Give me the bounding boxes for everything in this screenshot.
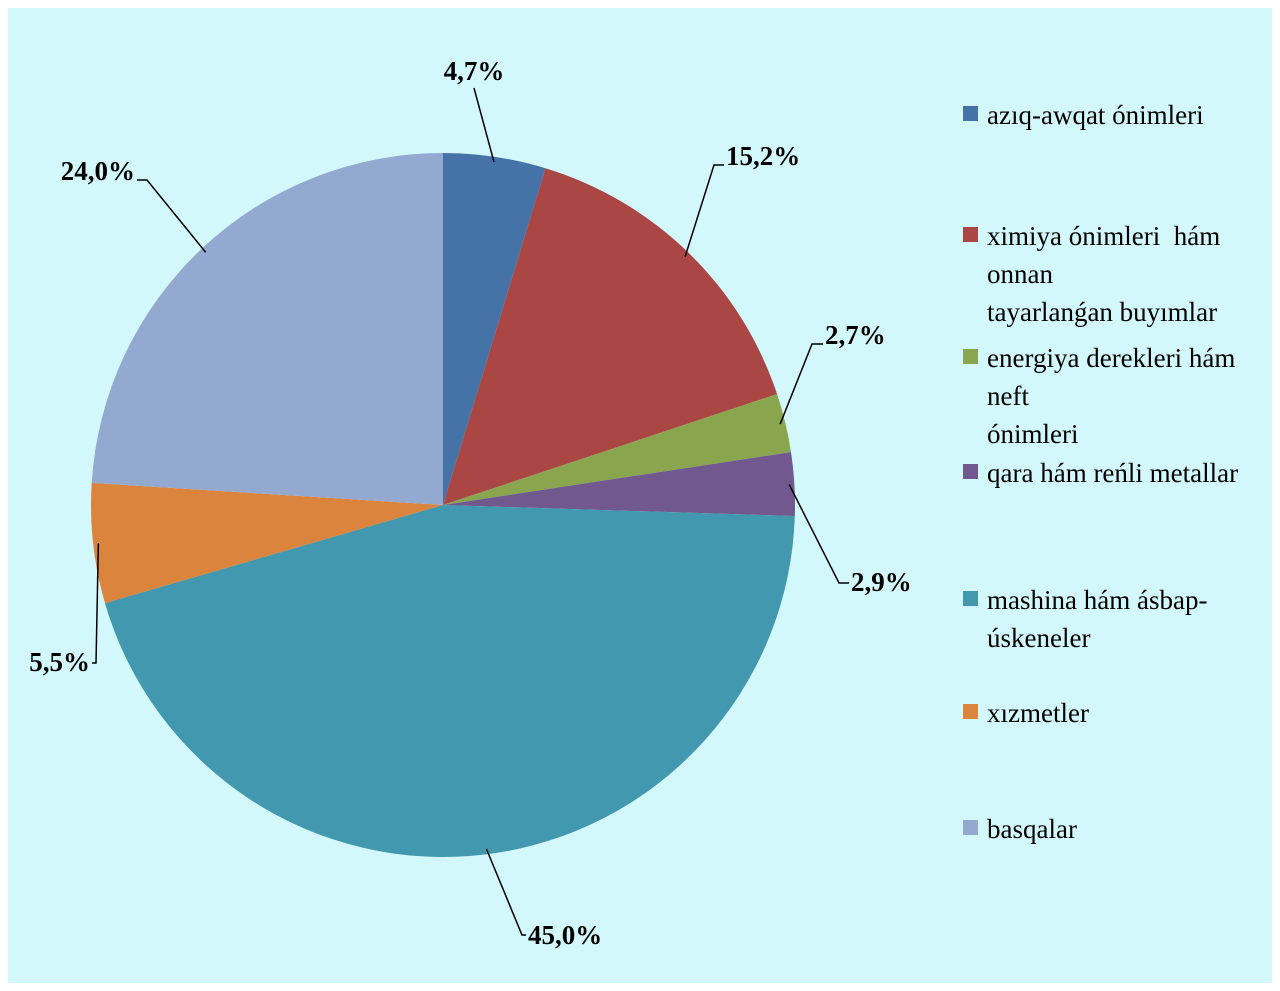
legend-item-6: xızmetler — [963, 698, 1089, 728]
legend-label-3-line-3: ónimleri — [987, 419, 1078, 449]
data-labels: 4,7% 15,2% 2,7% 2,9% 45,0% 5,5% 24,0% — [29, 56, 912, 950]
legend-item-7: basqalar — [963, 814, 1077, 844]
legend-item-1: azıq-awqat ónimleri — [963, 100, 1204, 130]
leader-line-5 — [485, 848, 526, 936]
legend-swatch-3 — [963, 349, 978, 364]
legend-label-2-line-3: tayarlanǵan buyımlar — [987, 297, 1217, 327]
legend-label-6-line-1: xızmetler — [987, 698, 1089, 728]
pie-slice-1 — [443, 153, 546, 505]
legend-label-1-line-1: azıq-awqat ónimleri — [987, 100, 1204, 130]
data-label-7: 24,0% — [61, 156, 135, 186]
legend-swatch-6 — [963, 704, 978, 719]
pie-slice-3 — [443, 394, 792, 505]
leader-line-1 — [473, 87, 495, 163]
data-label-4: 2,9% — [851, 567, 912, 597]
legend-swatch-2 — [963, 227, 978, 242]
pie-slice-4 — [443, 452, 795, 517]
leader-lines — [92, 87, 849, 936]
legend-label-3-line-1: energiya derekleri hám — [987, 343, 1235, 373]
legend-swatch-7 — [963, 820, 978, 835]
pie-slice-6 — [91, 482, 443, 604]
data-label-3: 2,7% — [825, 320, 886, 350]
legend-label-2-line-1: ximiya ónimleri hám — [987, 221, 1220, 251]
legend-label-5-line-1: mashina hám ásbap- — [987, 585, 1207, 615]
legend-label-4-line-1: qara hám reńli metallar — [987, 458, 1238, 488]
data-label-1: 4,7% — [444, 56, 505, 86]
leader-line-3 — [779, 343, 823, 425]
pie-slice-5 — [104, 505, 795, 858]
data-label-5: 45,0% — [528, 920, 602, 950]
legend-label-7-line-1: basqalar — [987, 814, 1077, 844]
legend-label-2-line-2: onnan — [987, 259, 1053, 289]
data-label-6: 5,5% — [29, 647, 90, 677]
pie-slice-7 — [91, 153, 444, 505]
pie-slices — [91, 153, 795, 858]
legend-swatch-5 — [963, 591, 978, 606]
data-label-2: 15,2% — [726, 141, 800, 171]
legend-label-3-line-2: neft — [987, 381, 1029, 411]
legend-swatch-4 — [963, 464, 978, 479]
legend-item-2: ximiya ónimleri hám onnan tayarlanǵan buyı… — [963, 221, 1220, 327]
leader-line-6 — [92, 543, 100, 664]
legend-item-3: energiya derekleri hám neft ónimleri — [963, 343, 1235, 449]
pie-slice-2 — [443, 168, 778, 505]
leader-line-4 — [788, 483, 849, 584]
leader-line-7 — [137, 179, 207, 253]
legend-swatch-1 — [963, 106, 978, 121]
legend-label-5-line-2: úskeneler — [987, 623, 1090, 653]
leader-line-2 — [684, 164, 724, 257]
chart-area: 4,7% 15,2% 2,7% 2,9% 45,0% 5,5% 24,0% azıq-awq… — [8, 8, 1272, 983]
legend-item-4: qara hám reńli metallar — [963, 458, 1238, 488]
pie-chart: 4,7% 15,2% 2,7% 2,9% 45,0% 5,5% 24,0% azıq-awq… — [29, 56, 1238, 950]
legend: azıq-awqat ónimleri ximiya ónimleri hám on… — [963, 100, 1238, 844]
legend-item-5: mashina hám ásbap-úskeneler — [963, 585, 1207, 653]
